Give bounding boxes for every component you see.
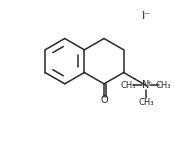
Text: CH₃: CH₃ — [138, 98, 154, 107]
Text: CH₃: CH₃ — [121, 81, 136, 90]
Text: I⁻: I⁻ — [142, 11, 151, 21]
Text: CH₃: CH₃ — [156, 81, 171, 90]
Text: N: N — [142, 80, 150, 90]
Text: +: + — [146, 80, 151, 85]
Text: O: O — [100, 95, 108, 105]
